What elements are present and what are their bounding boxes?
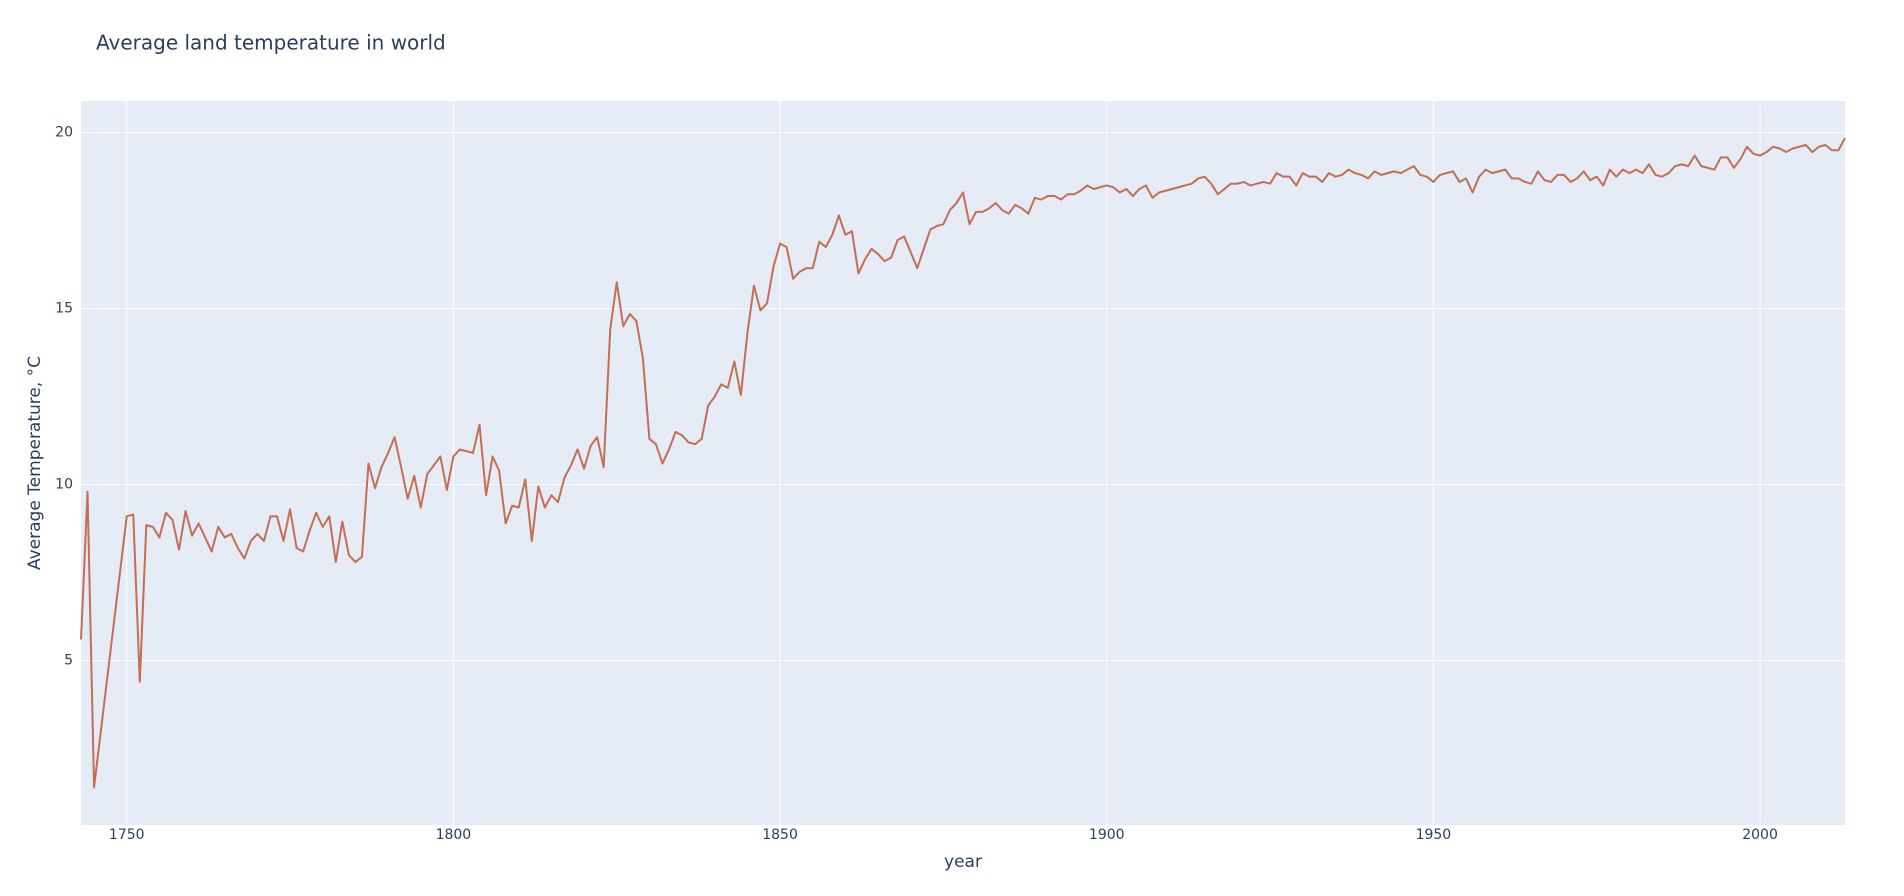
y-tick-label: 10 bbox=[55, 477, 73, 493]
y-tick-label: 5 bbox=[64, 653, 73, 669]
grid bbox=[81, 101, 1845, 825]
y-tick-label: 20 bbox=[55, 125, 73, 141]
line bbox=[80, 137, 1846, 789]
x-tick-label: 1950 bbox=[1416, 827, 1452, 843]
x-axis-title: year bbox=[944, 852, 982, 872]
y-tick-label: 15 bbox=[55, 301, 73, 317]
x-tick-label: 1800 bbox=[436, 827, 472, 843]
chart-title: Average land temperature in world bbox=[96, 31, 446, 55]
plot-area bbox=[81, 101, 1845, 825]
x-tick-label: 1750 bbox=[109, 827, 145, 843]
x-tick-label: 1850 bbox=[762, 827, 798, 843]
x-tick-label: 2000 bbox=[1742, 827, 1778, 843]
x-tick-label: 1900 bbox=[1089, 827, 1125, 843]
y-axis-title: Average Temperature, °C bbox=[25, 356, 45, 570]
marks bbox=[80, 137, 1846, 789]
